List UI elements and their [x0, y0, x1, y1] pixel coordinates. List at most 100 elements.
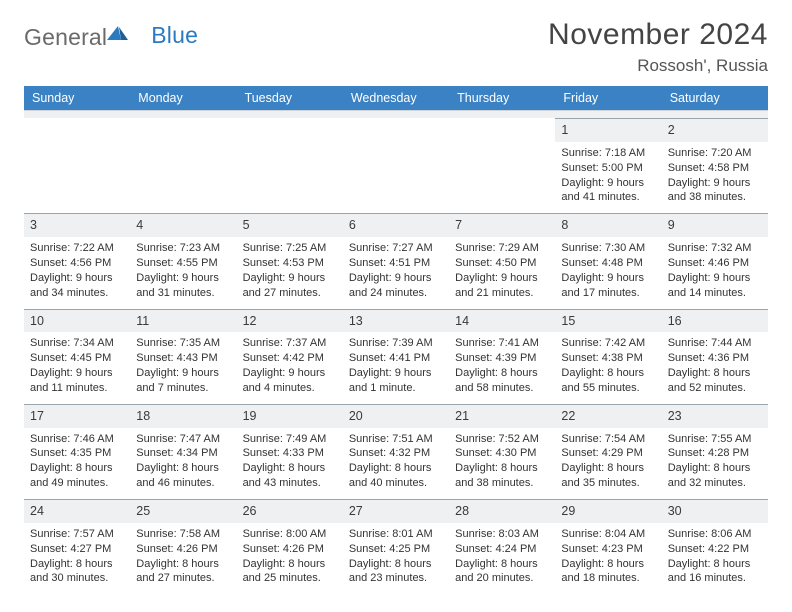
- day-cell: 4Sunrise: 7:23 AMSunset: 4:55 PMDaylight…: [130, 213, 236, 308]
- day-cell: 9Sunrise: 7:32 AMSunset: 4:46 PMDaylight…: [662, 213, 768, 308]
- day1-text: Daylight: 8 hours: [668, 557, 762, 572]
- day1-text: Daylight: 8 hours: [30, 557, 124, 572]
- day-cell: 17Sunrise: 7:46 AMSunset: 4:35 PMDayligh…: [24, 404, 130, 499]
- brand-logo: General Blue: [24, 18, 198, 51]
- day-cell: 10Sunrise: 7:34 AMSunset: 4:45 PMDayligh…: [24, 309, 130, 404]
- sunrise-text: Sunrise: 8:04 AM: [561, 527, 655, 542]
- weekday-wednesday: Wednesday: [343, 86, 449, 110]
- day2-text: and 21 minutes.: [455, 286, 549, 301]
- sunrise-text: Sunrise: 7:29 AM: [455, 241, 549, 256]
- day2-text: and 30 minutes.: [30, 571, 124, 586]
- brand-part2: Blue: [151, 22, 198, 49]
- sunset-text: Sunset: 4:36 PM: [668, 351, 762, 366]
- day2-text: and 38 minutes.: [455, 476, 549, 491]
- sunset-text: Sunset: 4:28 PM: [668, 446, 762, 461]
- sunrise-text: Sunrise: 7:23 AM: [136, 241, 230, 256]
- sunrise-text: Sunrise: 8:01 AM: [349, 527, 443, 542]
- brand-sail-icon: [107, 24, 129, 40]
- sunrise-text: Sunrise: 8:00 AM: [243, 527, 337, 542]
- day-cell: 29Sunrise: 8:04 AMSunset: 4:23 PMDayligh…: [555, 499, 661, 594]
- day-cell: 25Sunrise: 7:58 AMSunset: 4:26 PMDayligh…: [130, 499, 236, 594]
- day-number: 16: [662, 309, 768, 333]
- day1-text: Daylight: 9 hours: [243, 366, 337, 381]
- day1-text: Daylight: 8 hours: [561, 461, 655, 476]
- sunrise-text: Sunrise: 8:03 AM: [455, 527, 549, 542]
- weekday-header: Sunday Monday Tuesday Wednesday Thursday…: [24, 86, 768, 110]
- day2-text: and 23 minutes.: [349, 571, 443, 586]
- day-cell: 15Sunrise: 7:42 AMSunset: 4:38 PMDayligh…: [555, 309, 661, 404]
- location: Rossosh', Russia: [548, 56, 768, 76]
- day-cell: 16Sunrise: 7:44 AMSunset: 4:36 PMDayligh…: [662, 309, 768, 404]
- day2-text: and 14 minutes.: [668, 286, 762, 301]
- day-cell: 7Sunrise: 7:29 AMSunset: 4:50 PMDaylight…: [449, 213, 555, 308]
- day2-text: and 58 minutes.: [455, 381, 549, 396]
- day1-text: Daylight: 8 hours: [30, 461, 124, 476]
- sunset-text: Sunset: 4:58 PM: [668, 161, 762, 176]
- day-number: 17: [24, 404, 130, 428]
- day-cell: 1Sunrise: 7:18 AMSunset: 5:00 PMDaylight…: [555, 118, 661, 213]
- day2-text: and 43 minutes.: [243, 476, 337, 491]
- day-number: 10: [24, 309, 130, 333]
- week-row: 3Sunrise: 7:22 AMSunset: 4:56 PMDaylight…: [24, 213, 768, 308]
- day-number: 21: [449, 404, 555, 428]
- day2-text: and 18 minutes.: [561, 571, 655, 586]
- day1-text: Daylight: 8 hours: [561, 366, 655, 381]
- day2-text: and 46 minutes.: [136, 476, 230, 491]
- sunset-text: Sunset: 4:56 PM: [30, 256, 124, 271]
- sunrise-text: Sunrise: 7:51 AM: [349, 432, 443, 447]
- day1-text: Daylight: 8 hours: [243, 461, 337, 476]
- day-cell: 18Sunrise: 7:47 AMSunset: 4:34 PMDayligh…: [130, 404, 236, 499]
- day2-text: and 16 minutes.: [668, 571, 762, 586]
- weekday-friday: Friday: [555, 86, 661, 110]
- day-cell: 11Sunrise: 7:35 AMSunset: 4:43 PMDayligh…: [130, 309, 236, 404]
- day1-text: Daylight: 9 hours: [668, 176, 762, 191]
- day-number: 3: [24, 213, 130, 237]
- day-number: 7: [449, 213, 555, 237]
- sunset-text: Sunset: 4:27 PM: [30, 542, 124, 557]
- day-cell: 30Sunrise: 8:06 AMSunset: 4:22 PMDayligh…: [662, 499, 768, 594]
- weeks-container: 1Sunrise: 7:18 AMSunset: 5:00 PMDaylight…: [24, 118, 768, 594]
- sunrise-text: Sunrise: 7:49 AM: [243, 432, 337, 447]
- day2-text: and 32 minutes.: [668, 476, 762, 491]
- sunset-text: Sunset: 4:48 PM: [561, 256, 655, 271]
- calendar-grid: Sunday Monday Tuesday Wednesday Thursday…: [24, 86, 768, 594]
- weekday-monday: Monday: [130, 86, 236, 110]
- day2-text: and 24 minutes.: [349, 286, 443, 301]
- sunset-text: Sunset: 4:55 PM: [136, 256, 230, 271]
- sunset-text: Sunset: 5:00 PM: [561, 161, 655, 176]
- day2-text: and 27 minutes.: [243, 286, 337, 301]
- day1-text: Daylight: 8 hours: [668, 366, 762, 381]
- day-number: [24, 118, 130, 124]
- sunrise-text: Sunrise: 7:20 AM: [668, 146, 762, 161]
- title-block: November 2024 Rossosh', Russia: [548, 18, 768, 76]
- sunrise-text: Sunrise: 7:55 AM: [668, 432, 762, 447]
- day-number: [449, 118, 555, 124]
- day2-text: and 41 minutes.: [561, 190, 655, 205]
- day2-text: and 1 minute.: [349, 381, 443, 396]
- day-cell: [343, 118, 449, 213]
- day1-text: Daylight: 9 hours: [561, 271, 655, 286]
- sunset-text: Sunset: 4:25 PM: [349, 542, 443, 557]
- sunset-text: Sunset: 4:51 PM: [349, 256, 443, 271]
- day-number: 25: [130, 499, 236, 523]
- sunset-text: Sunset: 4:26 PM: [136, 542, 230, 557]
- day1-text: Daylight: 9 hours: [136, 366, 230, 381]
- day1-text: Daylight: 9 hours: [30, 271, 124, 286]
- day-number: 19: [237, 404, 343, 428]
- header-spacer: [24, 110, 768, 118]
- sunset-text: Sunset: 4:43 PM: [136, 351, 230, 366]
- day-number: 4: [130, 213, 236, 237]
- day1-text: Daylight: 8 hours: [243, 557, 337, 572]
- day1-text: Daylight: 8 hours: [136, 557, 230, 572]
- brand-part1: General: [24, 24, 107, 51]
- day-cell: 27Sunrise: 8:01 AMSunset: 4:25 PMDayligh…: [343, 499, 449, 594]
- day-number: 24: [24, 499, 130, 523]
- sunrise-text: Sunrise: 7:25 AM: [243, 241, 337, 256]
- day-number: 5: [237, 213, 343, 237]
- sunset-text: Sunset: 4:41 PM: [349, 351, 443, 366]
- day2-text: and 49 minutes.: [30, 476, 124, 491]
- day1-text: Daylight: 9 hours: [30, 366, 124, 381]
- day-cell: 3Sunrise: 7:22 AMSunset: 4:56 PMDaylight…: [24, 213, 130, 308]
- month-title: November 2024: [548, 18, 768, 52]
- day-cell: 26Sunrise: 8:00 AMSunset: 4:26 PMDayligh…: [237, 499, 343, 594]
